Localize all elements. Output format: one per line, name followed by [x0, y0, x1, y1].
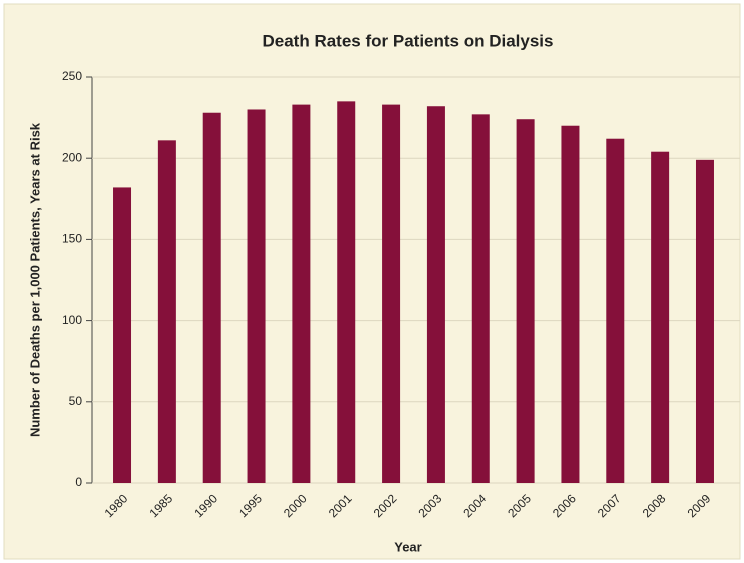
- y-tick-label: 250: [62, 69, 82, 83]
- bar: [561, 125, 580, 483]
- y-tick-label: 150: [62, 232, 82, 246]
- bar: [606, 138, 625, 483]
- bar: [695, 159, 714, 483]
- bar: [516, 119, 535, 483]
- y-tick-label: 0: [75, 475, 82, 489]
- y-tick-label: 50: [69, 394, 83, 408]
- bar: [292, 104, 311, 483]
- bar: [651, 151, 670, 484]
- bar: [113, 187, 132, 483]
- chart-title: Death Rates for Patients on Dialysis: [263, 31, 554, 50]
- y-tick-label: 100: [62, 313, 82, 327]
- y-tick-label: 200: [62, 150, 82, 164]
- bar: [247, 109, 266, 483]
- bar: [471, 114, 490, 484]
- bar: [337, 101, 356, 484]
- y-axis-label: Number of Deaths per 1,000 Patients, Yea…: [27, 122, 42, 437]
- x-axis-label: Year: [394, 539, 421, 554]
- bar: [202, 112, 221, 483]
- bar: [426, 106, 445, 484]
- bar: [157, 140, 176, 483]
- bar: [382, 104, 401, 483]
